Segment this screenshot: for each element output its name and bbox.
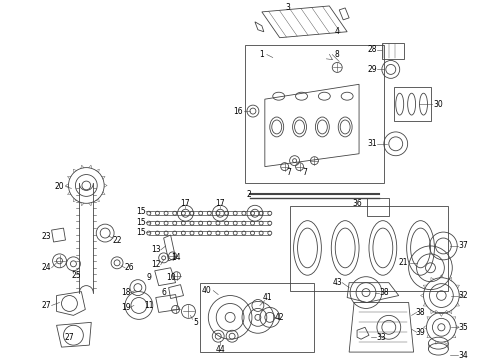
Bar xyxy=(394,87,432,121)
Text: 38: 38 xyxy=(416,308,425,317)
Text: 15: 15 xyxy=(136,207,146,216)
Text: 35: 35 xyxy=(458,323,468,332)
Text: 18: 18 xyxy=(121,288,131,297)
Text: 23: 23 xyxy=(42,231,51,240)
Text: 44: 44 xyxy=(215,345,225,354)
Text: 7: 7 xyxy=(302,168,307,177)
Text: 29: 29 xyxy=(367,65,377,74)
Bar xyxy=(245,45,384,184)
Text: 27: 27 xyxy=(65,333,74,342)
Text: 26: 26 xyxy=(124,263,134,272)
Bar xyxy=(200,283,315,352)
Text: 7: 7 xyxy=(286,168,291,177)
Text: 17: 17 xyxy=(181,199,190,208)
Text: 11: 11 xyxy=(144,301,153,310)
Bar xyxy=(290,206,448,291)
Text: 37: 37 xyxy=(458,242,468,251)
Text: 3: 3 xyxy=(285,4,290,13)
Text: 10: 10 xyxy=(166,273,175,282)
Text: 19: 19 xyxy=(121,303,131,312)
Text: 12: 12 xyxy=(151,260,161,269)
Text: 5: 5 xyxy=(193,318,198,327)
Text: 15: 15 xyxy=(136,218,146,227)
Bar xyxy=(367,198,389,216)
Text: 43: 43 xyxy=(332,278,342,287)
Text: 27: 27 xyxy=(42,301,51,310)
Bar xyxy=(382,42,404,59)
Text: 42: 42 xyxy=(275,313,285,322)
Text: 24: 24 xyxy=(42,263,51,272)
Text: 40: 40 xyxy=(201,286,211,295)
Text: 32: 32 xyxy=(458,291,468,300)
Text: 30: 30 xyxy=(434,100,443,109)
Text: 14: 14 xyxy=(171,253,180,262)
Text: 13: 13 xyxy=(151,246,161,255)
Text: 36: 36 xyxy=(352,199,362,208)
Text: 6: 6 xyxy=(161,288,166,297)
Text: 38: 38 xyxy=(379,288,389,297)
Text: 28: 28 xyxy=(367,45,377,54)
Text: 4: 4 xyxy=(335,27,340,36)
Text: 9: 9 xyxy=(147,273,151,282)
Text: 31: 31 xyxy=(367,139,377,148)
Text: 22: 22 xyxy=(112,235,122,244)
Text: 34: 34 xyxy=(458,351,468,360)
Text: 41: 41 xyxy=(263,293,272,302)
Text: 2: 2 xyxy=(246,190,251,199)
Text: 15: 15 xyxy=(136,228,146,237)
Text: 16: 16 xyxy=(233,107,243,116)
Text: 39: 39 xyxy=(416,328,425,337)
Text: 1: 1 xyxy=(260,50,264,59)
Text: 17: 17 xyxy=(216,199,225,208)
Text: 20: 20 xyxy=(55,182,64,191)
Text: 25: 25 xyxy=(72,271,81,280)
Text: 8: 8 xyxy=(335,50,340,59)
Text: 21: 21 xyxy=(399,258,409,267)
Text: 33: 33 xyxy=(376,333,386,342)
